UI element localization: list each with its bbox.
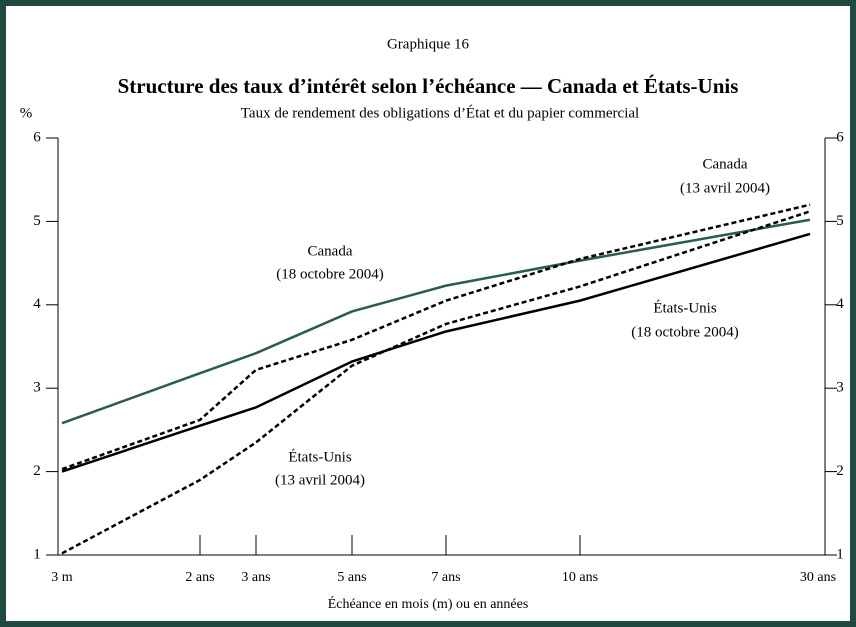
y-tick-label: 3 <box>33 380 41 396</box>
chart-subtitle: Taux de rendement des obligations d’État… <box>241 104 639 121</box>
x-tick-label: 10 ans <box>562 570 598 585</box>
chart-title: Structure des taux d’intérêt selon l’éch… <box>118 74 739 98</box>
chart-label: Graphique 16 <box>387 36 470 52</box>
series-date: (13 avril 2004) <box>275 472 365 488</box>
series-line <box>61 210 811 555</box>
series-name: Canada <box>703 156 748 172</box>
y2-tick-label: 1 <box>836 546 844 562</box>
x-tick-label: 3 ans <box>241 570 270 585</box>
series-date: (18 octobre 2004) <box>631 324 738 340</box>
y2-tick-label: 4 <box>836 296 844 312</box>
y2-tick-label: 5 <box>836 213 844 229</box>
series-date: (18 octobre 2004) <box>276 266 383 282</box>
y-tick-label: 1 <box>33 546 41 562</box>
x-tick-label: 5 ans <box>337 570 366 585</box>
series-date: (13 avril 2004) <box>680 180 770 196</box>
series-name: Canada <box>308 243 353 259</box>
x-tick-label: 2 ans <box>185 570 214 585</box>
y2-tick-label: 6 <box>836 129 844 145</box>
x-tick-label: 30 ans <box>800 570 836 585</box>
y-unit: % <box>20 105 33 121</box>
series-line <box>61 232 811 473</box>
y-tick-label: 2 <box>33 463 41 479</box>
y-tick-label: 6 <box>33 129 41 145</box>
y2-tick-label: 3 <box>836 380 844 396</box>
x-tick-label: 7 ans <box>431 570 460 585</box>
series-name: États-Unis <box>288 448 351 465</box>
y-tick-label: 4 <box>33 296 41 312</box>
series-name: États-Unis <box>653 299 716 316</box>
series-line <box>61 203 811 471</box>
series-line <box>61 218 811 425</box>
x-tick-label: 3 m <box>51 570 73 585</box>
y-tick-label: 5 <box>33 213 41 229</box>
y2-tick-label: 2 <box>836 463 844 479</box>
x-axis-label: Échéance en mois (m) ou en années <box>328 595 529 612</box>
